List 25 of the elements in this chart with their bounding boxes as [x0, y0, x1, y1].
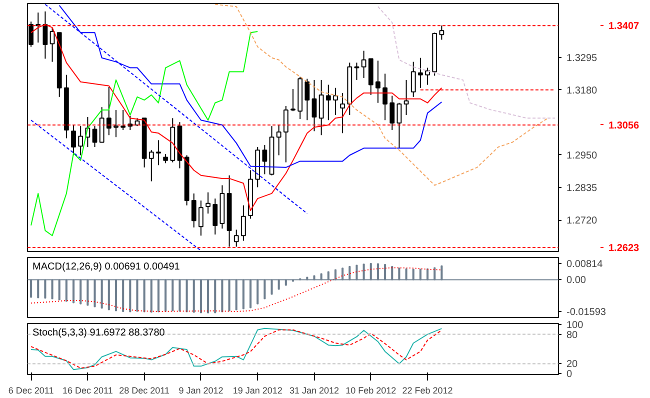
ref-line-label: 1.3056 — [608, 120, 640, 132]
y-tick-label: 1.3295 — [566, 52, 598, 64]
chart-title: Stoch(5,3,3) 91.6972 88.3780 — [32, 328, 166, 338]
y-tick-label: -0.01593 — [566, 307, 606, 318]
x-tick-label: 22 Feb 2012 — [402, 386, 453, 396]
y-tick-label: 1.2835 — [566, 183, 598, 194]
y-tick-label: 1.2950 — [566, 150, 598, 162]
y-tick-label: 80 — [566, 330, 578, 341]
x-tick-label: 16 Dec 2011 — [62, 386, 113, 396]
ref-line-label: 1.3407 — [608, 21, 640, 32]
x-tick-label: 19 Jan 2012 — [232, 386, 282, 396]
x-tick-label: 6 Dec 2011 — [8, 386, 54, 396]
y-tick-label: 0.00814 — [566, 258, 604, 270]
x-tick-label: 31 Jan 2012 — [289, 386, 340, 396]
y-tick-label: 1.2720 — [566, 216, 598, 227]
x-tick-label: 9 Jan 2012 — [178, 386, 224, 396]
x-tick-label: 28 Dec 2011 — [119, 386, 170, 396]
x-tick-label: 10 Feb 2012 — [346, 386, 396, 396]
y-tick-label: 0 — [566, 369, 572, 380]
chart-title: MACD(12,26,9) 0.00691 0.00491 — [32, 262, 180, 272]
y-tick-label: 20 — [566, 359, 578, 370]
ref-line-label: 1.2623 — [608, 243, 640, 254]
y-tick-label: 100 — [566, 320, 584, 331]
y-tick-label: 1.3180 — [566, 85, 598, 96]
y-tick-label: 0.00 — [566, 275, 586, 286]
